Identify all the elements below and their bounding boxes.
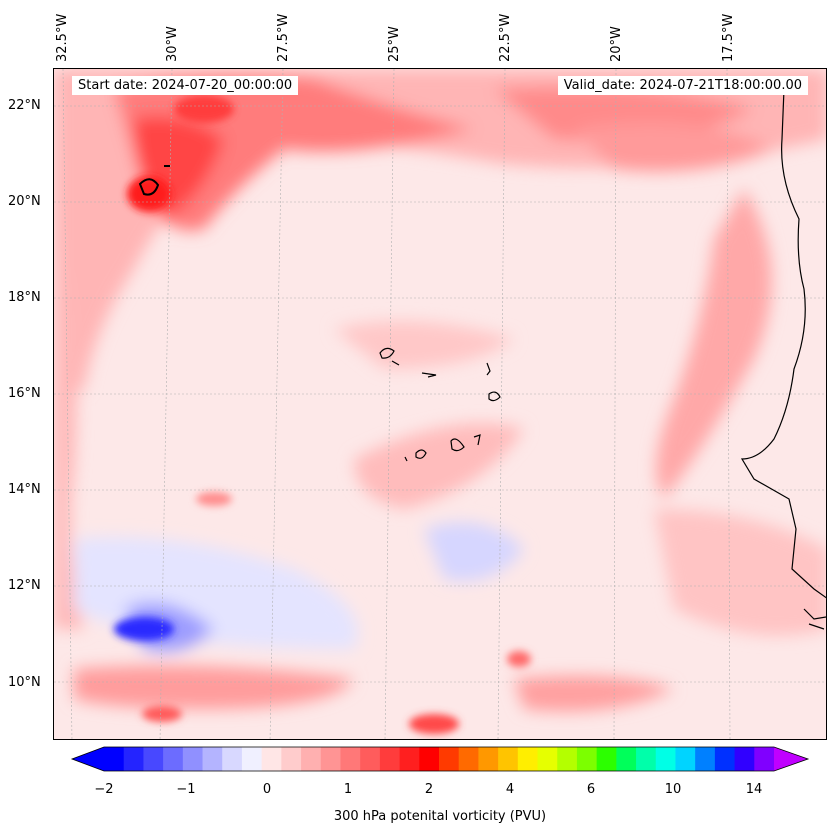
colorbar-segment — [636, 747, 657, 771]
longitude-label: 25°W — [387, 26, 402, 62]
colorbar-under-extension — [72, 747, 104, 771]
colorbar-segment — [517, 747, 539, 771]
colorbar-tick-label: 14 — [745, 782, 763, 797]
latitude-label: 14°N — [8, 482, 41, 497]
colorbar-segment — [241, 747, 263, 771]
cape-verde-islands — [379, 347, 501, 462]
colorbar-segment — [104, 747, 125, 771]
latitude-label: 12°N — [8, 578, 41, 593]
longitude-label: 30°W — [165, 26, 180, 62]
colorbar-segment — [498, 747, 519, 771]
colorbar-segment — [360, 747, 381, 771]
colorbar-over-extension — [774, 747, 808, 771]
colorbar-segment — [419, 747, 440, 771]
longitude-label: 17.5°W — [721, 13, 736, 62]
colorbar-segment — [281, 747, 302, 771]
colorbar-segment — [616, 747, 637, 771]
colorbar-tick-label: 10 — [664, 782, 682, 797]
start-date-label: Start date: 2024-07-20_00:00:00 — [72, 76, 299, 95]
colorbar-segment — [734, 747, 755, 771]
colorbar-tick-label: 6 — [586, 782, 596, 797]
pv-maxima — [114, 95, 531, 734]
colorbar-segment — [576, 747, 598, 771]
colorbar-tick-label: 0 — [262, 782, 272, 797]
colorbar-tick-label: −2 — [94, 782, 114, 797]
colorbar-segment — [320, 747, 341, 771]
colorbar-segment — [537, 747, 558, 771]
colorbar-segment — [478, 747, 499, 771]
colorbar — [70, 746, 810, 772]
colorbar-title: 300 hPa potenital vorticity (PVU) — [333, 809, 547, 824]
latitude-label: 22°N — [8, 98, 41, 113]
colorbar-segment — [458, 747, 479, 771]
colorbar-segment — [182, 747, 204, 771]
colorbar-segment — [163, 747, 184, 771]
colorbar-segment — [261, 747, 282, 771]
colorbar-tick-label: −1 — [176, 782, 196, 797]
latitude-label: 16°N — [8, 386, 41, 401]
colorbar-segment — [655, 747, 676, 771]
colorbar-tick-label: 1 — [343, 782, 353, 797]
latitude-label: 10°N — [8, 675, 41, 690]
colorbar-segment — [222, 747, 243, 771]
colorbar-segment — [557, 747, 578, 771]
colorbar-segment — [379, 747, 401, 771]
valid-date-label: Valid_date: 2024-07-21T18:00:00.00 — [557, 76, 808, 95]
longitude-label: 32.5°W — [55, 13, 70, 62]
latitude-label: 20°N — [8, 194, 41, 209]
colorbar-tick-label: 4 — [505, 782, 515, 797]
colorbar-segment — [695, 747, 716, 771]
colorbar-segment — [143, 747, 164, 771]
colorbar-segment — [675, 747, 696, 771]
colorbar-tick-label: 2 — [424, 782, 434, 797]
graticule — [54, 69, 826, 739]
longitude-label: 22.5°W — [498, 13, 513, 62]
potential-vorticity-field — [54, 69, 826, 739]
coastlines — [740, 83, 826, 630]
map-panel — [53, 68, 827, 740]
pv-contours — [138, 165, 170, 196]
colorbar-segment — [340, 747, 361, 771]
colorbar-segment — [714, 747, 736, 771]
pv-patches — [54, 69, 826, 712]
longitude-label: 27.5°W — [276, 13, 291, 62]
colorbar-outline — [70, 746, 810, 772]
colorbar-segment — [754, 747, 775, 771]
colorbar-segment — [439, 747, 460, 771]
longitude-label: 20°W — [609, 26, 624, 62]
colorbar-segment — [399, 747, 420, 771]
colorbar-segment — [596, 747, 617, 771]
colorbar-segment — [123, 747, 144, 771]
colorbar-segment — [202, 747, 223, 771]
colorbar-segment — [301, 747, 322, 771]
latitude-label: 18°N — [8, 290, 41, 305]
